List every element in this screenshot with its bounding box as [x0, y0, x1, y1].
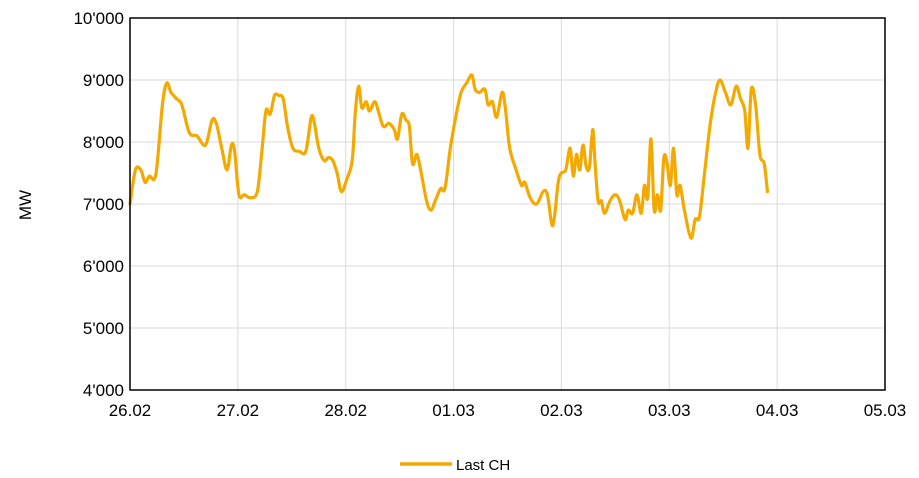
legend-label: Last CH [456, 457, 510, 474]
y-tick-label: 10'000 [73, 9, 124, 28]
y-tick-label: 7'000 [83, 195, 124, 214]
x-tick-label: 05.03 [864, 401, 907, 420]
x-tick-label: 28.02 [324, 401, 367, 420]
x-tick-label: 01.03 [432, 401, 475, 420]
x-tick-label: 02.03 [540, 401, 583, 420]
grid-lines [129, 17, 886, 391]
x-tick-labels: 26.02 27.02 28.02 01.03 02.03 03.03 04.03 05.03 [109, 401, 907, 420]
y-tick-label: 9'000 [83, 71, 124, 90]
plot-area-frame [129, 17, 886, 391]
y-tick-label: 6'000 [83, 257, 124, 276]
x-tick-label: 26.02 [109, 401, 152, 420]
y-axis-title: MW [16, 190, 35, 220]
series-line-last-ch [128, 73, 769, 240]
y-tick-label: 5'000 [83, 319, 124, 338]
y-tick-label: 4'000 [83, 381, 124, 400]
x-tick-label: 04.03 [756, 401, 799, 420]
y-tick-labels: 4'000 5'000 6'000 7'000 8'000 9'000 10'000 [73, 9, 124, 400]
series-layer [128, 73, 769, 240]
legend: Last CH [400, 457, 510, 474]
x-tick-label: 27.02 [217, 401, 260, 420]
y-tick-label: 8'000 [83, 133, 124, 152]
x-tick-label: 03.03 [648, 401, 691, 420]
